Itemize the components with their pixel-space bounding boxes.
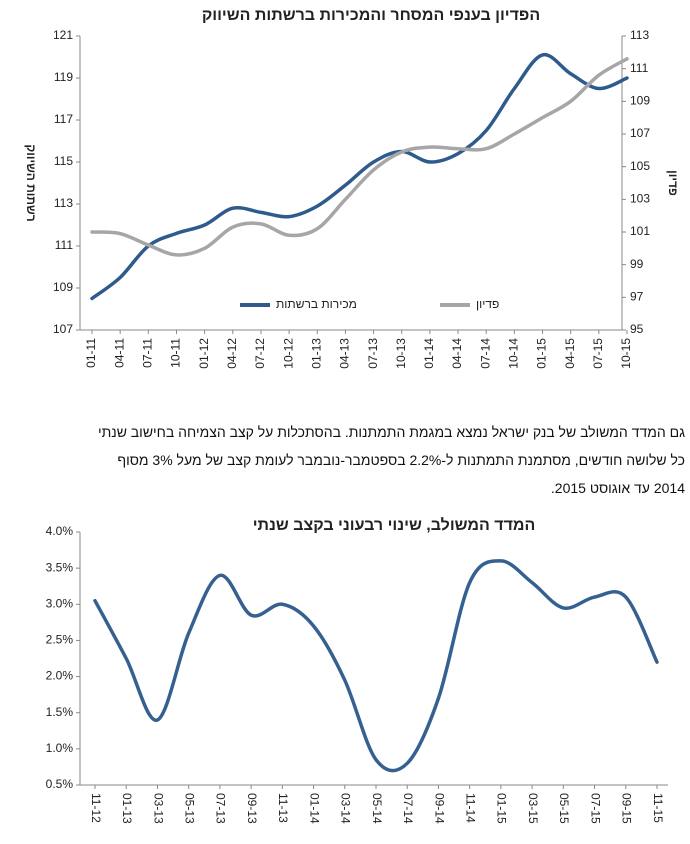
x-tick-label: 01-15 (535, 338, 549, 369)
x-tick-label: 04-11 (112, 338, 126, 368)
y2-tick-label: 111 (630, 61, 649, 75)
y2-tick-label: 105 (630, 159, 650, 173)
line-series (90, 53, 629, 301)
y-tick-label: 111 (55, 238, 74, 252)
paragraph-line: כל שלושה חודשים, מסתמנת התמתנות ל-2.2% ב… (117, 452, 685, 468)
x-tick-label: 07-14 (478, 338, 492, 369)
chart-title: הפדיון בענפי המסחר והמכירות ברשתות השיוו… (202, 7, 540, 24)
paragraph-line: גם המדד המשולב של בנק ישראל נמצא במגמת ה… (97, 424, 685, 440)
x-tick-label: 04-12 (225, 338, 239, 369)
x-tick-label: 11-13 (276, 793, 290, 823)
y2-tick-label: 95 (630, 322, 644, 336)
x-tick-label: 01-11 (84, 338, 98, 368)
y-tick-label: 121 (53, 28, 73, 42)
x-tick-label: 10-12 (281, 338, 295, 369)
y-tick-label: 115 (54, 154, 73, 168)
x-tick-label: 04-13 (338, 338, 352, 369)
x-tick-label: 01-15 (495, 793, 509, 824)
y-tick-label: 1.5% (46, 705, 74, 719)
x-tick-label: 01-14 (307, 793, 321, 824)
x-tick-label: 01-12 (197, 338, 211, 369)
x-tick-label: 01-13 (309, 338, 323, 369)
y-axis-label: רשתות השיווק (24, 144, 38, 221)
y-tick-label: 117 (54, 112, 73, 126)
legend-label: מכירות ברשתות (276, 297, 357, 311)
x-tick-label: 11-15 (651, 793, 665, 823)
x-tick-label: 10-15 (619, 338, 633, 369)
x-tick-label: 04-14 (450, 338, 464, 369)
line-series (90, 57, 629, 257)
paragraph: גם המדד המשולב של בנק ישראל נמצא במגמת ה… (10, 418, 685, 502)
x-tick-label: 11-14 (463, 793, 477, 823)
line-series (93, 559, 659, 773)
paragraph-line: 2014 עד אוגוסט 2015. (550, 480, 685, 496)
x-tick-label: 10-13 (394, 338, 408, 369)
x-tick-label: 09-15 (620, 793, 634, 824)
x-tick-label: 03-15 (526, 793, 540, 824)
x-tick-label: 07-13 (366, 338, 380, 369)
y-tick-label: 3.0% (46, 596, 74, 610)
x-tick-label: 05-13 (182, 793, 196, 824)
y-tick-label: 109 (53, 280, 73, 294)
y-tick-label: 3.5% (46, 560, 74, 574)
y2-axis-label: פדיון (666, 170, 680, 196)
x-tick-label: 07-15 (588, 793, 602, 824)
y2-tick-label: 113 (630, 28, 649, 42)
y2-tick-label: 99 (630, 257, 644, 271)
y2-tick-label: 103 (630, 192, 650, 206)
x-tick-label: 03-14 (339, 793, 353, 824)
x-tick-label: 07-13 (214, 793, 228, 824)
x-tick-label: 09-14 (432, 793, 446, 824)
y2-tick-label: 109 (630, 94, 650, 108)
y-tick-label: 2.5% (46, 633, 74, 647)
x-tick-label: 05-15 (557, 793, 571, 824)
legend-label: פדיון (476, 297, 499, 311)
x-tick-label: 07-11 (140, 338, 154, 368)
y2-tick-label: 97 (630, 290, 644, 304)
y-tick-label: 107 (53, 322, 73, 336)
y-tick-label: 113 (54, 196, 73, 210)
x-tick-label: 11-12 (89, 793, 103, 823)
y-tick-label: 4.0% (46, 524, 74, 538)
y-tick-label: 2.0% (46, 669, 74, 683)
y-tick-label: 1.0% (46, 741, 74, 755)
x-tick-label: 07-14 (401, 793, 415, 824)
y2-tick-label: 101 (630, 224, 650, 238)
x-tick-label: 05-14 (370, 793, 384, 824)
x-tick-label: 01-14 (422, 338, 436, 369)
x-tick-label: 07-12 (253, 338, 267, 369)
x-tick-label: 10-11 (169, 338, 183, 368)
y2-tick-label: 107 (630, 126, 650, 140)
x-tick-label: 04-15 (563, 338, 577, 369)
chart-title: המדד המשולב, שינוי רבעוני בקצב שנתי (253, 516, 536, 534)
x-tick-label: 03-13 (151, 793, 165, 824)
x-tick-label: 01-13 (120, 793, 134, 824)
y-tick-label: 119 (54, 70, 73, 84)
x-tick-label: 07-15 (591, 338, 605, 369)
y-tick-label: 0.5% (46, 777, 74, 791)
x-tick-label: 09-13 (245, 793, 259, 824)
x-tick-label: 10-14 (507, 338, 521, 369)
